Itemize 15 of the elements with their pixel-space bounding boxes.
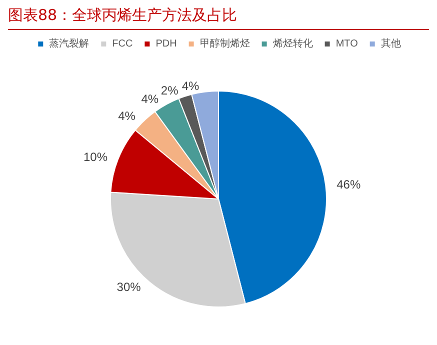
data-label: 46% [336, 178, 361, 192]
legend-label: PDH [156, 38, 177, 50]
legend-label: 蒸汽裂解 [49, 38, 90, 50]
legend-label: FCC [112, 38, 133, 50]
data-label: 4% [118, 108, 136, 123]
legend-label: 甲醇制烯烃 [200, 38, 250, 50]
data-label: 2% [160, 84, 179, 98]
data-label: 30% [116, 280, 142, 294]
data-label: 4% [182, 78, 200, 93]
legend-label: MTO [336, 38, 358, 50]
chart-title: 图表88：全球丙烯生产方法及占比 [8, 6, 429, 30]
data-label: 4% [141, 92, 159, 106]
legend-label: 烯烃转化 [272, 38, 313, 50]
legend-label: 其他 [380, 38, 401, 50]
data-label: 10% [83, 150, 108, 164]
